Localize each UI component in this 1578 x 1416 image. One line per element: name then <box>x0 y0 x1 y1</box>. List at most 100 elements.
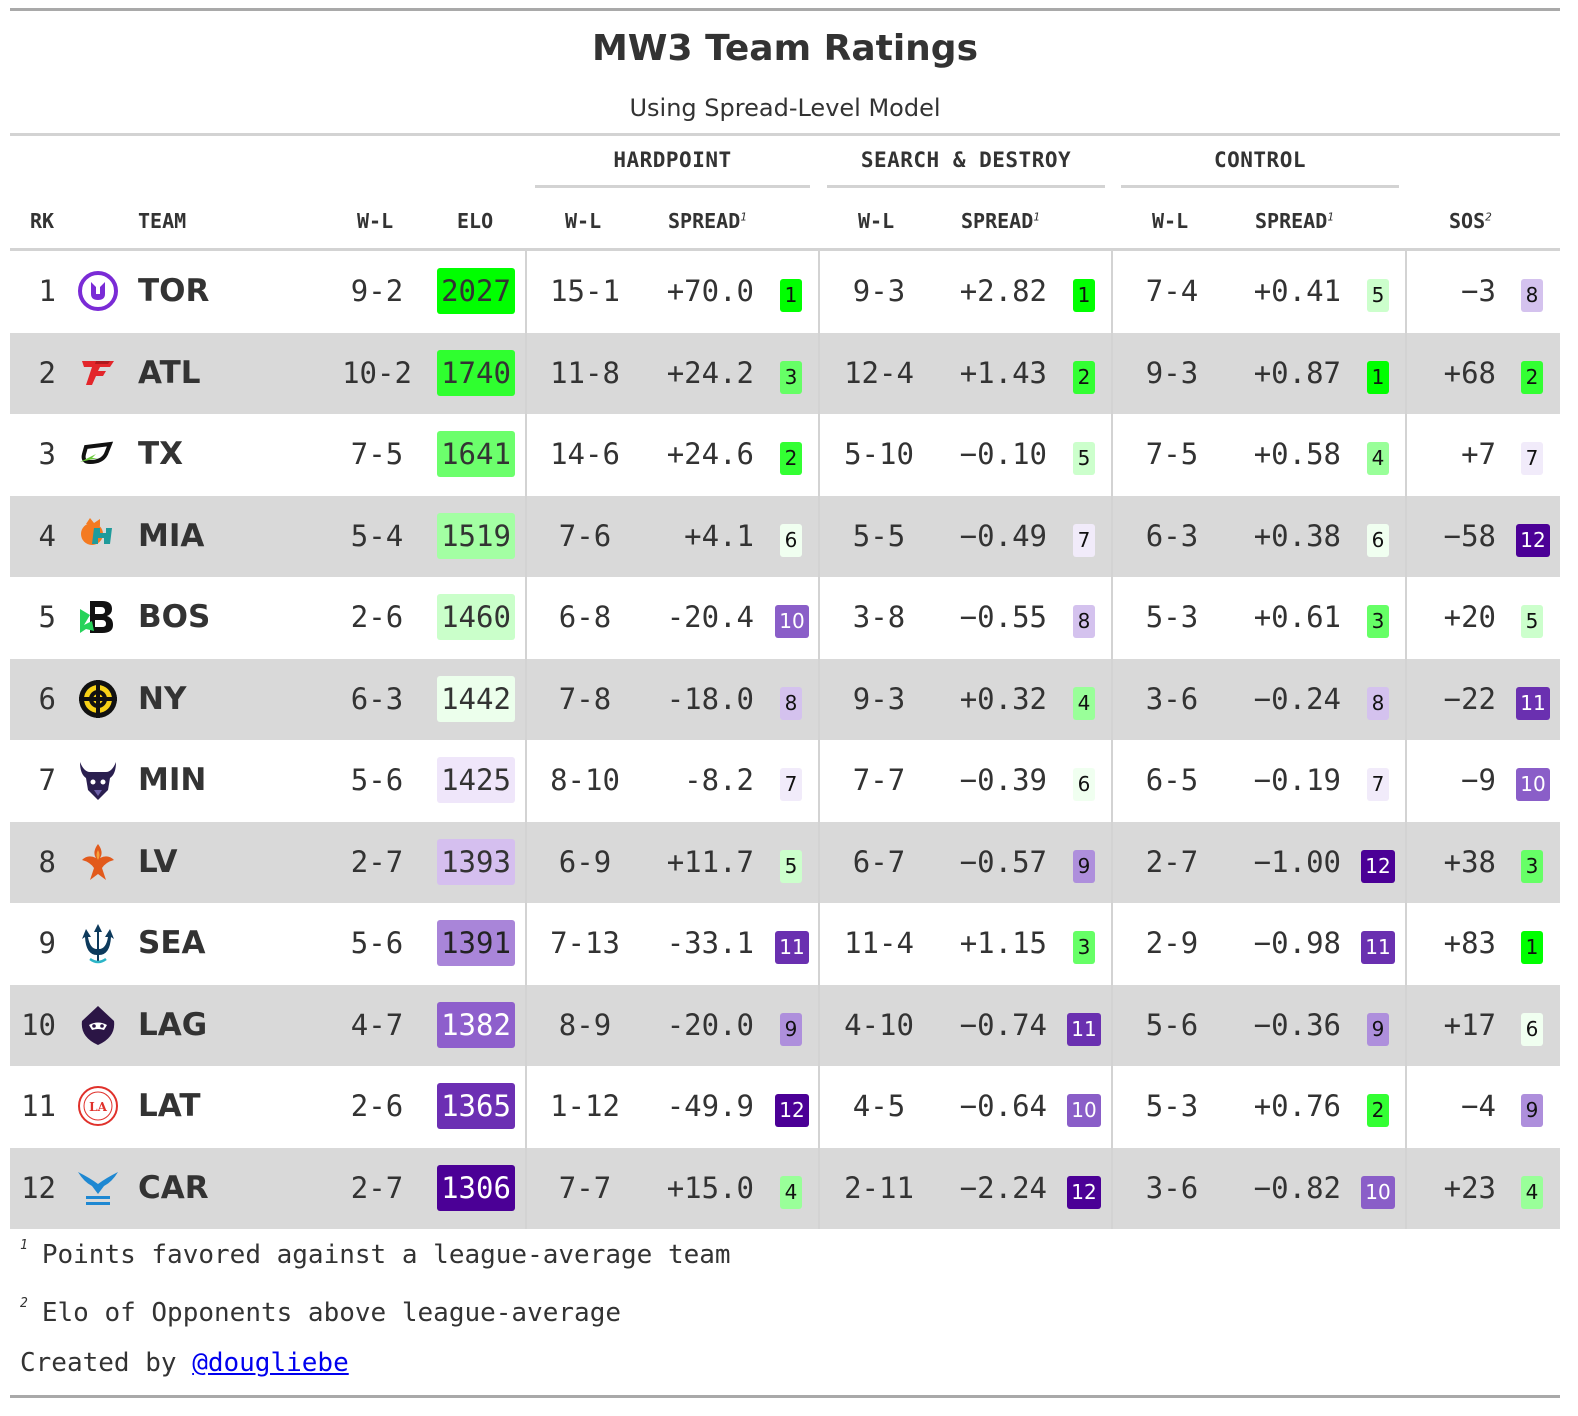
table-row: 7 MIN 5-6 1425 8-10 -8.2 7 7-7 −0.39 6 6-5 −0.19 7 −9… <box>10 740 1560 822</box>
spanner-search-destroy: SEARCH & DESTROY <box>860 148 1072 172</box>
ctl-record-cell: 7-5 <box>1145 437 1199 471</box>
hp-record-cell: 7-13 <box>550 926 620 960</box>
snd-spread-cell: −0.55 <box>959 600 1047 634</box>
ctl-spread-cell: +0.58 <box>1253 437 1341 471</box>
record-cell: 6-3 <box>350 681 404 716</box>
col-hp-spread: SPREAD1 <box>668 209 747 233</box>
elo-cell: 1442 <box>437 675 515 722</box>
ctl-record-cell: 5-3 <box>1145 600 1199 634</box>
elo-cell: 1740 <box>437 349 515 396</box>
rank-cell: 1 <box>38 274 56 308</box>
sos-rank-badge: 5 <box>1521 605 1543 638</box>
team-cell: LAT <box>138 1088 201 1124</box>
sos-rank-badge: 11 <box>1516 686 1550 720</box>
col-snd-spread: SPREAD1 <box>961 209 1040 233</box>
table-row: 6 NY 6-3 1442 7-8 -18.0 8 9-3 +0.32 4 3-6 −0.24 8 −22… <box>10 658 1560 740</box>
snd-record-cell: 2-11 <box>844 1170 914 1205</box>
ctl-record-cell: 5-3 <box>1145 1089 1199 1123</box>
rank-cell: 6 <box>38 681 56 716</box>
col-ctl-wl: W-L <box>1152 209 1189 233</box>
optic-texas-logo <box>76 432 120 476</box>
snd-rank-badge: 7 <box>1073 523 1095 557</box>
hp-record-cell: 7-6 <box>558 518 612 553</box>
snd-spread-cell: −0.39 <box>959 763 1047 797</box>
hp-spread-cell: -33.1 <box>666 926 754 960</box>
seattle-surge-logo <box>76 921 120 965</box>
snd-rank-badge: 6 <box>1073 768 1095 801</box>
sos-rank-badge: 10 <box>1516 768 1550 801</box>
sos-cell: +20 <box>1443 600 1496 634</box>
col-sos: SOS2 <box>1449 209 1492 233</box>
footnote-2: 2 Elo of Opponents above league-average <box>20 1296 622 1328</box>
miami-heretics-logo <box>76 514 120 558</box>
rank-cell: 3 <box>38 437 56 471</box>
col-ctl-spread: SPREAD1 <box>1255 209 1334 233</box>
hp-record-cell: 8-9 <box>558 1007 612 1042</box>
table-row: 12 CAR 2-7 1306 7-7 +15.0 4 2-11 −2.24 12 3-6 −0.82… <box>10 1147 1560 1229</box>
table-row: 5 BOS 2-6 1460 6-8 -20.4 10 3-8 −0.55 8 5-3 +0.61 3 +… <box>10 577 1560 659</box>
table-row: 4 MIA 5-4 1519 7-6 +4.1 6 5-5 −0.49 7 6-3 +0.38 6 −58… <box>10 495 1560 577</box>
col-team: TEAM <box>138 209 187 233</box>
record-cell: 2-7 <box>350 1170 404 1205</box>
hp-rank-badge: 6 <box>780 523 802 557</box>
bottom-rule <box>10 1395 1560 1398</box>
snd-record-cell: 5-5 <box>852 518 906 553</box>
boston-breach-logo <box>76 595 120 639</box>
elo-cell: 1393 <box>437 838 515 885</box>
snd-rank-badge: 5 <box>1073 442 1095 475</box>
team-cell: NY <box>138 680 187 717</box>
snd-spread-cell: −0.64 <box>959 1089 1047 1123</box>
hp-rank-badge: 9 <box>780 1012 802 1046</box>
rank-cell: 2 <box>38 355 56 390</box>
new-york-subliners-logo <box>76 677 120 721</box>
hp-record-cell: 6-8 <box>558 600 612 634</box>
los-angeles-thieves-logo: LA <box>76 1084 120 1128</box>
ctl-rank-badge: 2 <box>1367 1094 1389 1127</box>
hp-spread-cell: -18.0 <box>666 681 754 716</box>
snd-record-cell: 3-8 <box>852 600 906 634</box>
ctl-rank-badge: 1 <box>1367 360 1389 394</box>
divider-hardpoint <box>525 251 527 1229</box>
snd-rank-badge: 9 <box>1073 849 1095 883</box>
sos-rank-badge: 7 <box>1521 442 1543 475</box>
elo-cell: 1382 <box>437 1001 515 1048</box>
credit-link[interactable]: @dougliebe <box>192 1348 349 1378</box>
team-cell: MIN <box>138 762 207 798</box>
ctl-rank-badge: 4 <box>1367 442 1389 475</box>
col-wl: W-L <box>357 209 394 233</box>
spanner-hardpoint: HARDPOINT <box>613 148 732 172</box>
divider-search-destroy <box>818 251 820 1229</box>
toronto-ultra-logo <box>76 269 120 313</box>
sos-rank-badge: 8 <box>1521 279 1543 312</box>
rank-cell: 12 <box>21 1170 56 1205</box>
ctl-record-cell: 3-6 <box>1145 681 1199 716</box>
hp-record-cell: 6-9 <box>558 844 612 879</box>
hp-spread-cell: -20.4 <box>666 600 754 634</box>
ctl-spread-cell: +0.38 <box>1253 518 1341 553</box>
ctl-spread-cell: +0.87 <box>1253 355 1341 390</box>
ctl-record-cell: 5-6 <box>1145 1007 1199 1042</box>
hp-record-cell: 14-6 <box>550 437 620 471</box>
elo-cell: 1519 <box>437 512 515 559</box>
snd-rank-badge: 11 <box>1067 1012 1101 1046</box>
rank-cell: 10 <box>21 1007 56 1042</box>
hp-rank-badge: 2 <box>780 442 802 475</box>
record-cell: 5-6 <box>350 926 404 960</box>
snd-record-cell: 5-10 <box>844 437 914 471</box>
team-cell: SEA <box>138 925 206 961</box>
las-vegas-falcons-logo <box>76 840 120 884</box>
sos-cell: +7 <box>1461 437 1496 471</box>
snd-record-cell: 12-4 <box>844 355 914 390</box>
hp-rank-badge: 5 <box>780 849 802 883</box>
spanner-search-destroy-line <box>827 185 1105 188</box>
elo-cell: 1425 <box>437 757 515 803</box>
hp-rank-badge: 12 <box>775 1094 809 1127</box>
ctl-spread-cell: +0.76 <box>1253 1089 1341 1123</box>
team-cell: CAR <box>138 1169 209 1206</box>
hp-spread-cell: +4.1 <box>684 518 754 553</box>
top-rule <box>10 8 1560 11</box>
sos-rank-badge: 4 <box>1521 1175 1543 1209</box>
table-subtitle: Using Spread-Level Model <box>629 94 941 122</box>
elo-cell: 1391 <box>437 920 515 966</box>
rank-cell: 9 <box>38 926 56 960</box>
